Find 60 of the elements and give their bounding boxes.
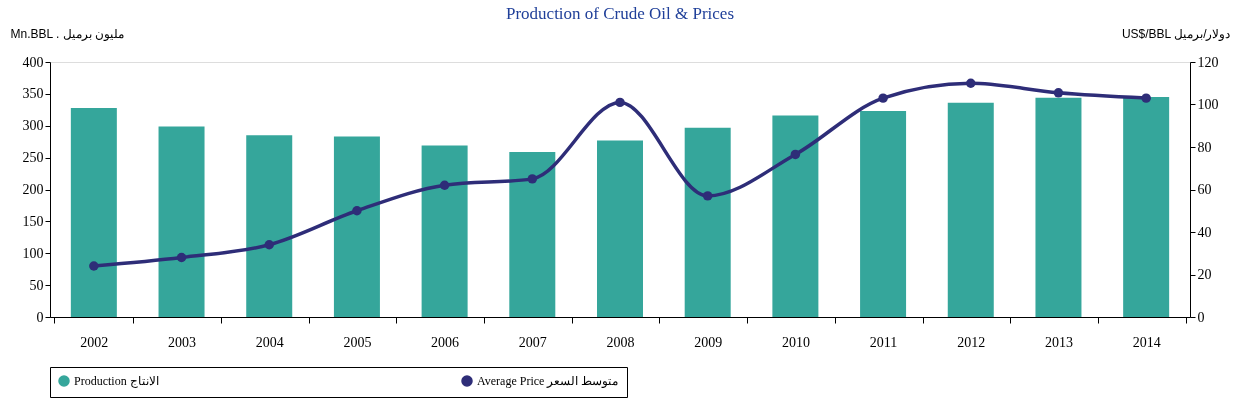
x-tick-label: 2013 (1044, 334, 1073, 350)
y2-tick-label: 60 (1197, 182, 1212, 197)
x-tick-label: 2014 (1132, 334, 1161, 350)
y2-axis-title: US$/BBL دولار/برميل (1121, 26, 1231, 41)
y-tick-label: 250 (22, 150, 44, 166)
y2-tick-label: 80 (1197, 139, 1212, 155)
y-tick-label: 100 (22, 245, 44, 261)
bar (1035, 97, 1082, 317)
bar (597, 140, 643, 317)
point (1141, 93, 1151, 103)
bar (509, 151, 556, 317)
bar (1123, 97, 1170, 317)
y-tick-label: 150 (22, 213, 44, 229)
point (878, 93, 888, 103)
bar (684, 127, 731, 317)
x-tick-label: 2004 (255, 334, 284, 350)
point (1053, 88, 1064, 98)
point (527, 174, 538, 184)
y-tick-label: 50 (29, 277, 44, 293)
y-axis-title: Mn.BBL . مليون برميل (10, 26, 125, 41)
y-tick-label: 400 (22, 54, 44, 70)
legend-label: Production الانتاج (74, 374, 159, 388)
point (790, 149, 801, 160)
bar (246, 135, 293, 317)
x-tick-label: 2006 (431, 334, 460, 350)
point (352, 206, 362, 216)
y2-tick-label: 0 (1197, 309, 1205, 325)
y2-tick-label: 40 (1197, 224, 1212, 240)
bar (158, 126, 205, 317)
bar (772, 115, 819, 317)
x-tick-label: 2002 (80, 334, 109, 350)
bar (70, 107, 117, 317)
x-tick-label: 2010 (781, 334, 810, 350)
legend-label: Average Price متوسط السعر (477, 374, 619, 388)
bar (947, 102, 994, 317)
x-tick-label: 2007 (518, 334, 547, 350)
x-tick-label: 2008 (606, 334, 635, 350)
y-tick-label: 200 (22, 182, 44, 197)
y2-tick-label: 20 (1197, 267, 1212, 282)
bar (860, 111, 907, 317)
point (615, 97, 625, 108)
bar (421, 145, 468, 317)
point (176, 252, 187, 263)
point (89, 261, 99, 271)
point (264, 240, 274, 250)
x-tick-label: 2012 (957, 334, 986, 350)
point (966, 78, 976, 88)
chart-title: Production of Crude Oil & Prices (505, 4, 735, 23)
y-tick-label: 0 (36, 309, 44, 325)
x-tick-label: 2011 (869, 334, 898, 350)
y2-tick-label: 120 (1197, 54, 1219, 70)
bar (333, 136, 380, 317)
x-tick-label: 2003 (168, 334, 197, 350)
point (439, 180, 450, 190)
y-tick-label: 300 (22, 118, 44, 134)
point (702, 191, 713, 201)
y-tick-label: 350 (22, 86, 44, 102)
x-tick-label: 2009 (694, 334, 723, 350)
y2-tick-label: 100 (1197, 97, 1219, 112)
x-tick-label: 2005 (343, 334, 372, 350)
